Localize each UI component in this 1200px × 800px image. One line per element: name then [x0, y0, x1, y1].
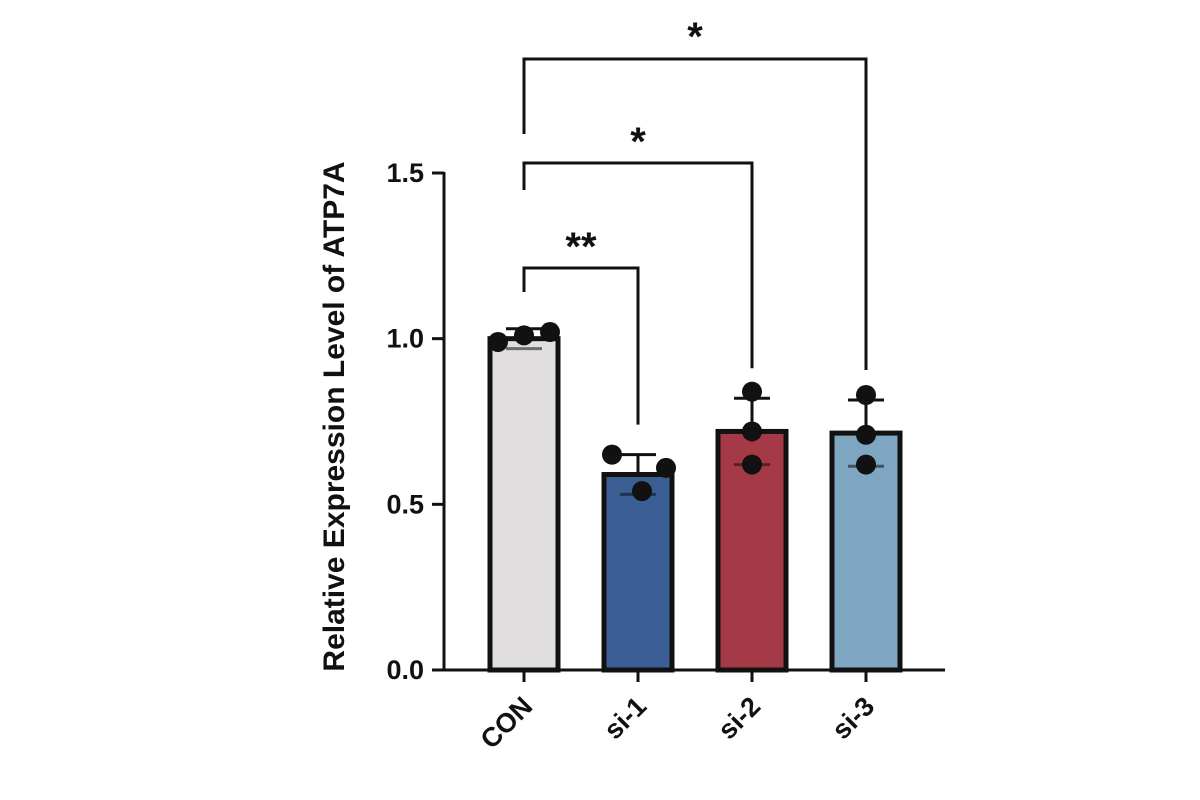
significance-label: *: [687, 15, 703, 59]
data-point: [856, 424, 876, 445]
x-tick-label: si-2: [712, 691, 766, 745]
chart-data-points: [488, 322, 876, 502]
x-tick-label: si-1: [598, 691, 652, 745]
x-tick-label: si-3: [826, 691, 880, 745]
data-point: [514, 325, 534, 346]
data-point: [742, 421, 762, 442]
data-point: [602, 444, 622, 465]
significance-label: **: [565, 225, 597, 269]
y-tick-label: 0.5: [386, 489, 424, 519]
data-point: [540, 322, 560, 343]
data-point: [488, 331, 508, 352]
bar: [487, 336, 561, 673]
data-point: [742, 381, 762, 402]
data-point: [856, 384, 876, 405]
data-point: [632, 481, 652, 502]
bar: [601, 472, 675, 673]
significance-brackets: [522, 57, 868, 425]
data-point: [656, 457, 676, 478]
significance-label: *: [630, 120, 646, 164]
data-point: [742, 454, 762, 475]
y-tick-label: 0.0: [386, 655, 424, 685]
chart-error-bars: [506, 327, 884, 496]
chart-labels: 0.00.51.01.5****CON si-1 si-2 si-3Relative …: [318, 15, 880, 755]
significance-bracket: [522, 57, 868, 370]
x-tick-label: CON: [475, 691, 539, 755]
significance-bracket: [522, 161, 754, 369]
significance-bracket: [522, 266, 640, 425]
data-point: [856, 454, 876, 475]
y-tick-label: 1.5: [386, 158, 424, 188]
chart-bars: [487, 336, 903, 673]
y-tick-label: 1.0: [386, 324, 424, 354]
y-axis-label: Relative Expression Level of ATP7A: [318, 161, 351, 671]
